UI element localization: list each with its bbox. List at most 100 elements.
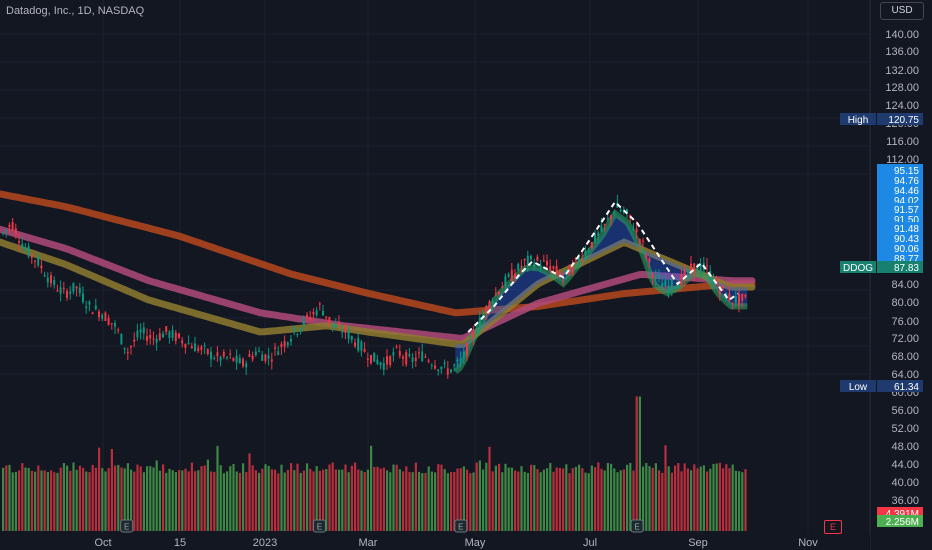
volume-bar	[376, 466, 379, 531]
price-tick-label: 68.00	[891, 351, 919, 363]
volume-bar	[530, 464, 533, 531]
volume-bar	[158, 470, 161, 531]
volume-bar	[72, 462, 75, 531]
candle-body	[440, 366, 443, 370]
volume-bar	[411, 472, 414, 531]
price-label-value	[877, 184, 923, 196]
volume-bar	[536, 469, 539, 531]
candle-body	[533, 263, 536, 268]
candle-body	[581, 258, 584, 262]
volume-bar	[110, 448, 113, 531]
candle-body	[238, 357, 241, 364]
candle-body	[386, 356, 388, 365]
volume-bar	[162, 464, 165, 531]
volume-bar	[398, 469, 401, 531]
candle-body	[395, 346, 398, 348]
volume-bar	[328, 464, 331, 531]
candle-body	[27, 246, 30, 257]
candle-body	[325, 316, 328, 318]
price-tick-label: 116.00	[886, 136, 919, 148]
volume-bar	[616, 472, 619, 531]
candle-body	[398, 350, 401, 356]
volume-bar	[24, 467, 27, 531]
volume-bar	[638, 396, 641, 531]
candle-body	[104, 312, 107, 321]
earnings-marker-label: E	[317, 523, 322, 532]
volume-bar	[341, 469, 344, 531]
candle-body	[696, 264, 699, 272]
earnings-button[interactable]: E	[824, 520, 842, 534]
candle-body	[165, 326, 168, 332]
candle-body	[594, 233, 596, 243]
price-label-value-text: 87.83	[894, 263, 919, 274]
volume-bar	[558, 467, 561, 531]
candle-body	[149, 335, 152, 339]
candle-body	[434, 365, 436, 369]
volume-bar	[194, 471, 197, 531]
volume-bar	[347, 472, 350, 531]
candle-body	[600, 225, 603, 232]
volume-bar	[78, 465, 81, 531]
candle-body	[360, 341, 363, 351]
candle-body	[133, 339, 136, 342]
volume-bar	[562, 468, 565, 531]
candle-body	[11, 222, 14, 230]
candle-body	[597, 232, 600, 236]
volume-bar	[402, 471, 405, 531]
volume-bar	[238, 472, 241, 531]
candle-body	[392, 352, 395, 356]
price-label-value-text: 61.34	[894, 382, 919, 393]
candle-body	[69, 291, 72, 294]
candle-body	[363, 348, 366, 352]
volume-bar	[302, 470, 305, 531]
price-tick-label: 64.00	[891, 369, 919, 381]
candle-body	[30, 254, 33, 258]
candle-body	[299, 328, 302, 332]
candle-body	[72, 282, 75, 292]
candle-body	[21, 243, 24, 249]
candle-body	[18, 240, 20, 243]
volume-bar	[590, 465, 593, 531]
volume-bar	[277, 473, 280, 531]
candle-body	[683, 270, 686, 279]
candle-body	[283, 341, 286, 347]
volume-bar	[139, 466, 142, 531]
volume-bar	[482, 469, 485, 531]
candle-body	[146, 336, 148, 341]
candle-body	[194, 343, 196, 352]
volume-bar	[101, 468, 104, 531]
volume-bar	[350, 465, 353, 531]
volume-bar	[462, 466, 465, 531]
volume-bar	[597, 462, 600, 531]
candle-body	[75, 286, 78, 289]
price-label-value-text: 88.77	[894, 254, 919, 265]
volume-bar	[149, 466, 152, 531]
candle-body	[158, 333, 161, 340]
candle-body	[152, 338, 155, 340]
volume-bar	[248, 453, 251, 531]
candle-body	[286, 342, 289, 346]
volume-bar	[197, 470, 200, 531]
currency-button[interactable]: USD	[880, 2, 924, 20]
candle-body	[478, 317, 481, 327]
volume-bar	[264, 464, 267, 531]
volume-bar	[222, 473, 225, 531]
candle-body	[219, 356, 222, 361]
candle-body	[510, 269, 513, 282]
volume-bar	[587, 473, 590, 531]
candle-body	[427, 360, 430, 362]
volume-bar	[133, 471, 136, 531]
candle-body	[517, 263, 520, 271]
volume-bar	[184, 468, 187, 531]
candle-body	[318, 303, 321, 305]
candle-body	[37, 257, 40, 266]
volume-bar	[306, 463, 309, 531]
volume-tick-label: 52.00	[891, 423, 919, 435]
volume-bar	[88, 472, 91, 531]
volume-bar	[98, 447, 101, 531]
time-tick-label: 2023	[253, 537, 277, 549]
volume-bar	[267, 465, 270, 531]
candle-body	[43, 275, 46, 277]
candle-body	[706, 265, 708, 267]
